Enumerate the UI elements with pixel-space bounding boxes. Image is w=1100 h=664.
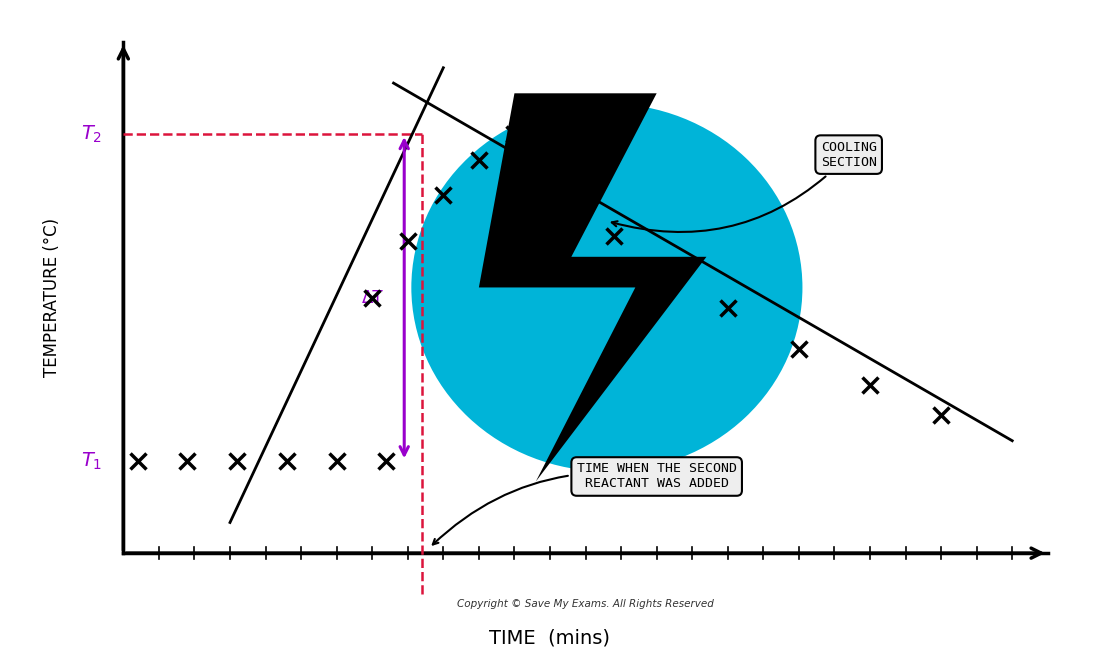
Text: Copyright © Save My Exams. All Rights Reserved: Copyright © Save My Exams. All Rights Re… [458, 599, 714, 610]
Polygon shape [478, 94, 706, 481]
Text: ΔT: ΔT [362, 289, 383, 307]
Text: TEMPERATURE (°C): TEMPERATURE (°C) [43, 218, 62, 377]
Text: $T_2$: $T_2$ [80, 124, 102, 145]
Text: $T_1$: $T_1$ [80, 450, 102, 472]
X-axis label: TIME  (mins): TIME (mins) [490, 628, 610, 647]
Text: COOLING
SECTION: COOLING SECTION [612, 141, 877, 232]
Ellipse shape [411, 104, 802, 471]
Text: TIME WHEN THE SECOND
REACTANT WAS ADDED: TIME WHEN THE SECOND REACTANT WAS ADDED [432, 463, 737, 544]
